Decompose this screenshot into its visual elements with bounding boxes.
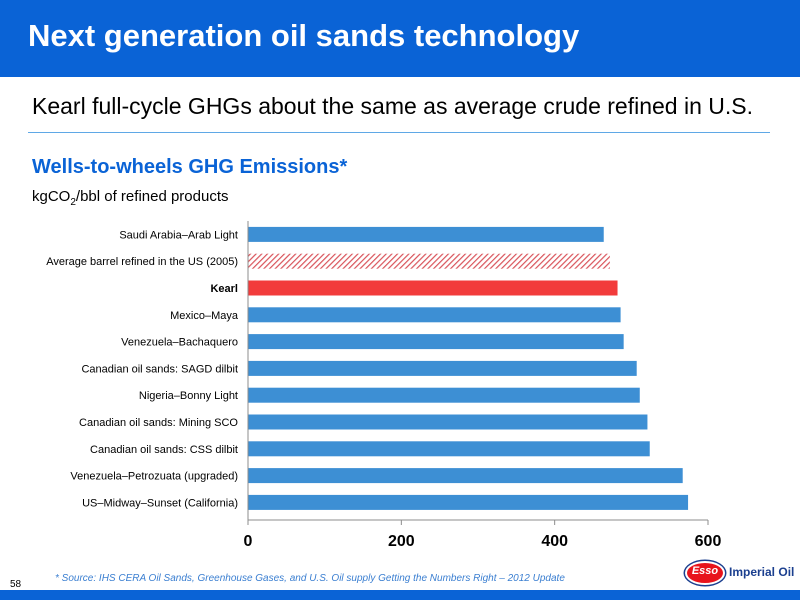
x-tick-label-1: 200 — [388, 533, 415, 550]
category-label-9: Venezuela–Petrozuata (upgraded) — [70, 471, 238, 483]
unit-rest: /bbl of refined products — [75, 188, 229, 205]
category-label-3: Mexico–Maya — [170, 310, 239, 322]
bar-4 — [248, 334, 624, 350]
bar-1 — [248, 253, 610, 269]
bar-9 — [248, 468, 683, 484]
chart-title: Wells-to-wheels GHG Emissions* — [32, 156, 348, 178]
esso-logo-text: Esso — [691, 565, 719, 577]
page-title: Next generation oil sands technology — [28, 18, 580, 53]
x-tick-label-0: 0 — [244, 533, 253, 550]
source-footnote: * Source: IHS CERA Oil Sands, Greenhouse… — [55, 573, 565, 584]
bar-5 — [248, 360, 637, 376]
bar-7 — [248, 414, 648, 430]
esso-oval-icon — [685, 561, 725, 585]
category-label-4: Venezuela–Bachaquero — [121, 337, 238, 349]
footer-bar — [0, 590, 800, 600]
unit-subscript: 2 — [70, 197, 76, 208]
category-label-1: Average barrel refined in the US (2005) — [46, 256, 238, 268]
bar-10 — [248, 494, 689, 510]
category-label-2: Kearl — [210, 283, 238, 295]
bar-8 — [248, 441, 650, 457]
bar-6 — [248, 387, 640, 403]
bar-2 — [248, 280, 618, 296]
category-label-8: Canadian oil sands: CSS dilbit — [90, 444, 238, 456]
company-logo-text: Imperial Oil — [729, 565, 795, 579]
slide-subtitle: Kearl full-cycle GHGs about the same as … — [32, 93, 754, 119]
unit-main: kgCO — [32, 188, 71, 205]
category-label-6: Nigeria–Bonny Light — [139, 390, 238, 402]
bar-3 — [248, 307, 621, 323]
page-number: 58 — [10, 579, 22, 590]
x-tick-label-2: 400 — [541, 533, 568, 550]
category-label-0: Saudi Arabia–Arab Light — [119, 229, 238, 241]
x-tick-label-3: 600 — [695, 533, 722, 550]
unit-label: kgCO2/bbl of refined products — [32, 188, 229, 208]
category-label-5: Canadian oil sands: SAGD dilbit — [81, 363, 238, 375]
bar-chart: Saudi Arabia–Arab Light Average barrel re… — [46, 221, 722, 550]
category-label-7: Canadian oil sands: Mining SCO — [79, 417, 238, 429]
title-banner: Next generation oil sands technology — [0, 0, 800, 77]
divider — [28, 132, 770, 133]
bar-0 — [248, 226, 604, 242]
imperial-oil-logo: Esso Imperial Oil — [685, 560, 795, 586]
category-label-10: US–Midway–Sunset (California) — [82, 497, 238, 509]
